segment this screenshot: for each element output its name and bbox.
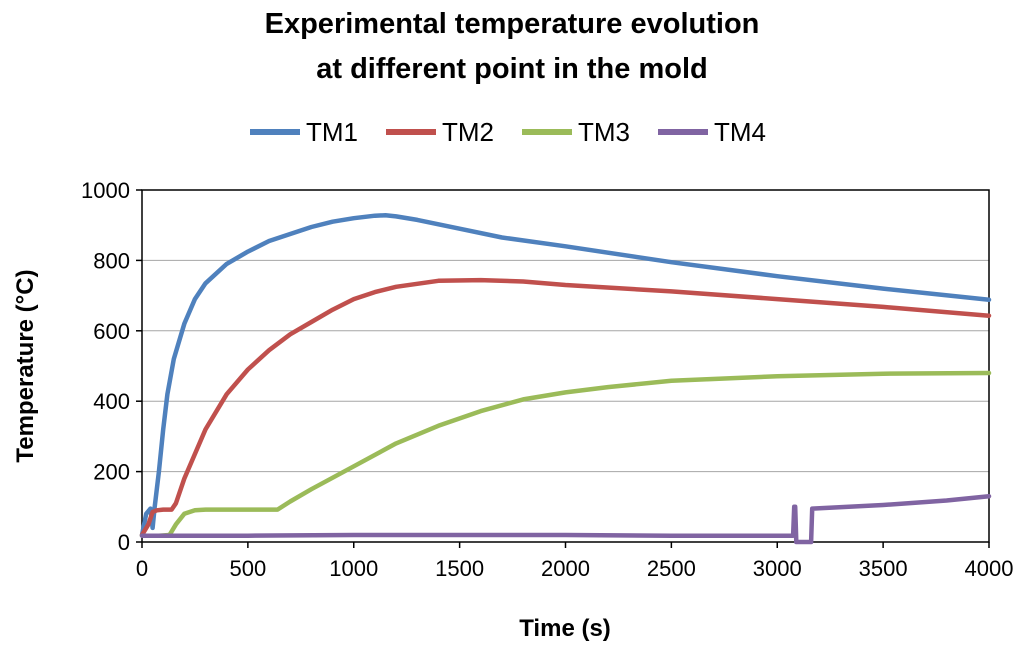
legend: TM1 TM2 TM3 TM4 — [250, 117, 766, 147]
series-line-tm4 — [139, 493, 992, 545]
y-tick-label: 800 — [93, 248, 130, 273]
y-tick-label: 400 — [93, 389, 130, 414]
y-axis-label: Temperature (°C) — [12, 269, 39, 462]
gridlines — [142, 259, 989, 473]
x-tick-label: 2000 — [541, 556, 590, 581]
legend-label-tm2: TM2 — [442, 117, 494, 147]
series-line-tm2 — [139, 277, 992, 538]
y-tick-label: 200 — [93, 460, 130, 485]
y-tick-label: 1000 — [81, 178, 130, 203]
x-axis-label: Time (s) — [519, 615, 611, 642]
x-tick-label: 1000 — [329, 556, 378, 581]
chart-title-line-1: Experimental temperature evolution — [265, 8, 760, 40]
series-line-tm3 — [139, 370, 992, 538]
series-lines — [139, 213, 992, 545]
legend-label-tm4: TM4 — [714, 117, 766, 147]
x-tick-label: 0 — [136, 556, 148, 581]
y-axis-ticks: 0 200 400 600 800 1000 — [81, 178, 142, 555]
x-tick-label: 4000 — [965, 556, 1014, 581]
x-tick-label: 500 — [230, 556, 267, 581]
y-tick-label: 0 — [118, 530, 130, 555]
legend-label-tm3: TM3 — [578, 117, 630, 147]
x-axis-ticks: 0 500 1000 1500 2000 2500 3000 3500 4000 — [136, 542, 1014, 581]
y-tick-label: 600 — [93, 319, 130, 344]
x-tick-label: 3000 — [753, 556, 802, 581]
x-tick-label: 1500 — [435, 556, 484, 581]
x-tick-label: 2500 — [647, 556, 696, 581]
series-line-tm1 — [139, 213, 992, 538]
x-tick-label: 3500 — [859, 556, 908, 581]
chart-title-line-2: at different point in the mold — [316, 53, 707, 85]
legend-label-tm1: TM1 — [306, 117, 358, 147]
